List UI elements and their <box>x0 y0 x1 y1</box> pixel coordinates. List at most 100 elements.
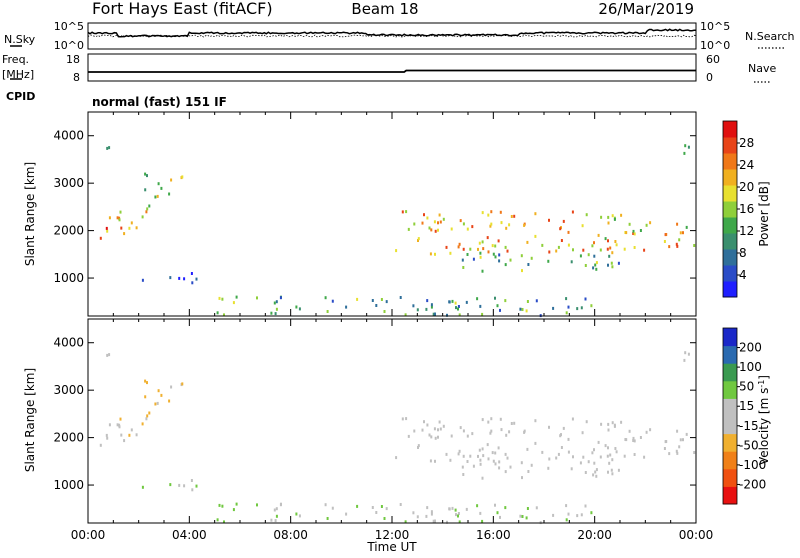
nave-label: Nave <box>748 62 776 75</box>
data-cell <box>482 454 485 458</box>
data-cell <box>275 300 278 304</box>
data-cell <box>404 520 407 524</box>
data-cell <box>607 221 610 225</box>
data-cell <box>614 447 617 450</box>
data-cell <box>548 250 551 254</box>
data-cell <box>584 264 587 267</box>
data-cell <box>665 440 668 443</box>
data-cell <box>581 431 584 435</box>
data-cell <box>498 259 501 263</box>
x-tick-label: 12:00 <box>375 528 410 542</box>
data-cell <box>562 219 565 223</box>
data-cell <box>521 515 524 518</box>
site-title: Fort Hays East (fitACF) <box>92 0 273 18</box>
data-cell <box>523 430 526 434</box>
data-cell <box>156 401 159 405</box>
data-cell <box>504 263 507 267</box>
data-cell <box>513 421 516 425</box>
data-cell <box>587 253 590 257</box>
data-cell <box>405 210 408 214</box>
colorbar-swatch <box>723 363 737 382</box>
data-cell <box>195 277 198 281</box>
data-cell <box>170 385 173 389</box>
data-cell <box>499 515 501 519</box>
data-cell <box>466 227 469 231</box>
data-cell <box>620 420 623 424</box>
data-cell <box>504 470 507 474</box>
data-cell <box>181 175 184 179</box>
data-cell <box>607 263 609 267</box>
data-cell <box>274 312 277 316</box>
data-cell <box>345 512 348 516</box>
data-cell <box>584 297 587 301</box>
colorbar-swatch <box>723 153 737 170</box>
data-cell <box>505 433 508 437</box>
data-cell <box>607 428 610 432</box>
data-cell <box>439 427 442 431</box>
colorbar-swatch <box>723 433 737 452</box>
colorbar-tick-label: 20 <box>739 180 754 194</box>
data-cell <box>494 462 497 466</box>
colorbar-tick-label: 200 <box>739 341 762 355</box>
freq-tick-bottom: 8 <box>73 71 80 84</box>
data-cell <box>232 301 235 305</box>
data-cell <box>326 517 329 520</box>
data-cell <box>477 454 479 458</box>
data-cell <box>548 425 550 429</box>
colorbar-swatch <box>723 398 737 417</box>
data-cell <box>668 245 671 249</box>
data-cell <box>275 507 278 511</box>
data-cell <box>380 505 383 508</box>
data-cell <box>590 304 593 308</box>
data-cell <box>232 508 235 512</box>
data-cell <box>643 248 646 252</box>
data-cell <box>477 247 479 251</box>
freq-tick-top: 18 <box>66 53 80 66</box>
data-cell <box>256 296 258 300</box>
data-cell <box>506 249 509 253</box>
data-cell <box>417 446 419 449</box>
data-cell <box>491 244 494 248</box>
data-cell <box>404 313 407 317</box>
data-cell <box>489 431 492 435</box>
data-cell <box>375 511 378 514</box>
data-cell <box>560 239 563 242</box>
data-cell <box>676 429 679 433</box>
data-cell <box>439 220 442 224</box>
data-cell <box>687 145 690 149</box>
data-cell <box>676 244 679 248</box>
data-cell <box>458 313 461 317</box>
data-cell <box>597 440 600 444</box>
data-cell <box>665 233 668 236</box>
data-cell <box>279 503 282 507</box>
data-cell <box>235 295 238 299</box>
data-cell <box>433 220 436 224</box>
data-cell <box>479 511 482 515</box>
data-cell <box>510 422 513 425</box>
data-cell <box>481 418 484 422</box>
data-cell <box>486 236 489 240</box>
data-cell <box>191 488 194 492</box>
data-cell <box>500 428 503 432</box>
data-cell <box>471 225 474 229</box>
data-cell <box>591 451 594 455</box>
data-cell <box>461 465 464 469</box>
data-cell <box>580 306 583 310</box>
data-cell <box>580 513 583 517</box>
data-cell <box>491 451 494 455</box>
data-cell <box>663 240 666 243</box>
data-cell <box>579 254 582 258</box>
data-cell <box>108 216 111 220</box>
data-cell <box>683 358 686 362</box>
data-cell <box>494 451 497 455</box>
data-cell <box>476 297 479 301</box>
data-cell <box>413 429 416 433</box>
data-cell <box>106 353 109 357</box>
colorbar-tick-label: 16 <box>739 202 754 216</box>
data-cell <box>412 511 415 515</box>
data-cell <box>620 213 623 217</box>
data-cell <box>430 305 433 309</box>
data-cell <box>385 507 388 511</box>
data-cell <box>490 417 493 421</box>
colorbar-swatch <box>723 380 737 399</box>
